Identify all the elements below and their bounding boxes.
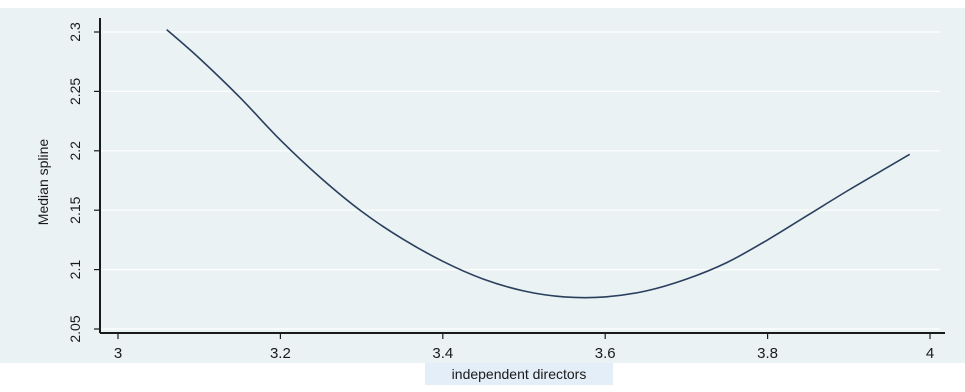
y-tick-label: 2.3 (67, 22, 83, 42)
y-tick-label: 2.1 (67, 260, 83, 280)
x-tick-label: 3.6 (595, 345, 616, 362)
y-tick-label: 2.05 (67, 315, 83, 342)
axis-ticks: 2.05 2.1 2.15 2.2 2.25 2.3 3 3.2 3.4 3.6 3.8 4 (67, 22, 934, 362)
x-tick-label: 3.8 (757, 345, 778, 362)
x-tick-label: 4 (926, 345, 934, 362)
series-line (166, 29, 911, 299)
x-axis-label: independent directors (452, 366, 587, 382)
y-tick-label: 2.15 (67, 196, 83, 223)
y-axis-label: Median spline (35, 139, 51, 226)
y-tick-label: 2.25 (67, 78, 83, 105)
grid (100, 31, 940, 330)
x-axis-label-box (425, 363, 613, 385)
plot-background (0, 8, 965, 363)
y-tick-label: 2.2 (67, 141, 83, 161)
x-tick-label: 3.4 (432, 345, 453, 362)
x-tick-label: 3.2 (270, 345, 291, 362)
x-tick-label: 3 (114, 345, 122, 362)
